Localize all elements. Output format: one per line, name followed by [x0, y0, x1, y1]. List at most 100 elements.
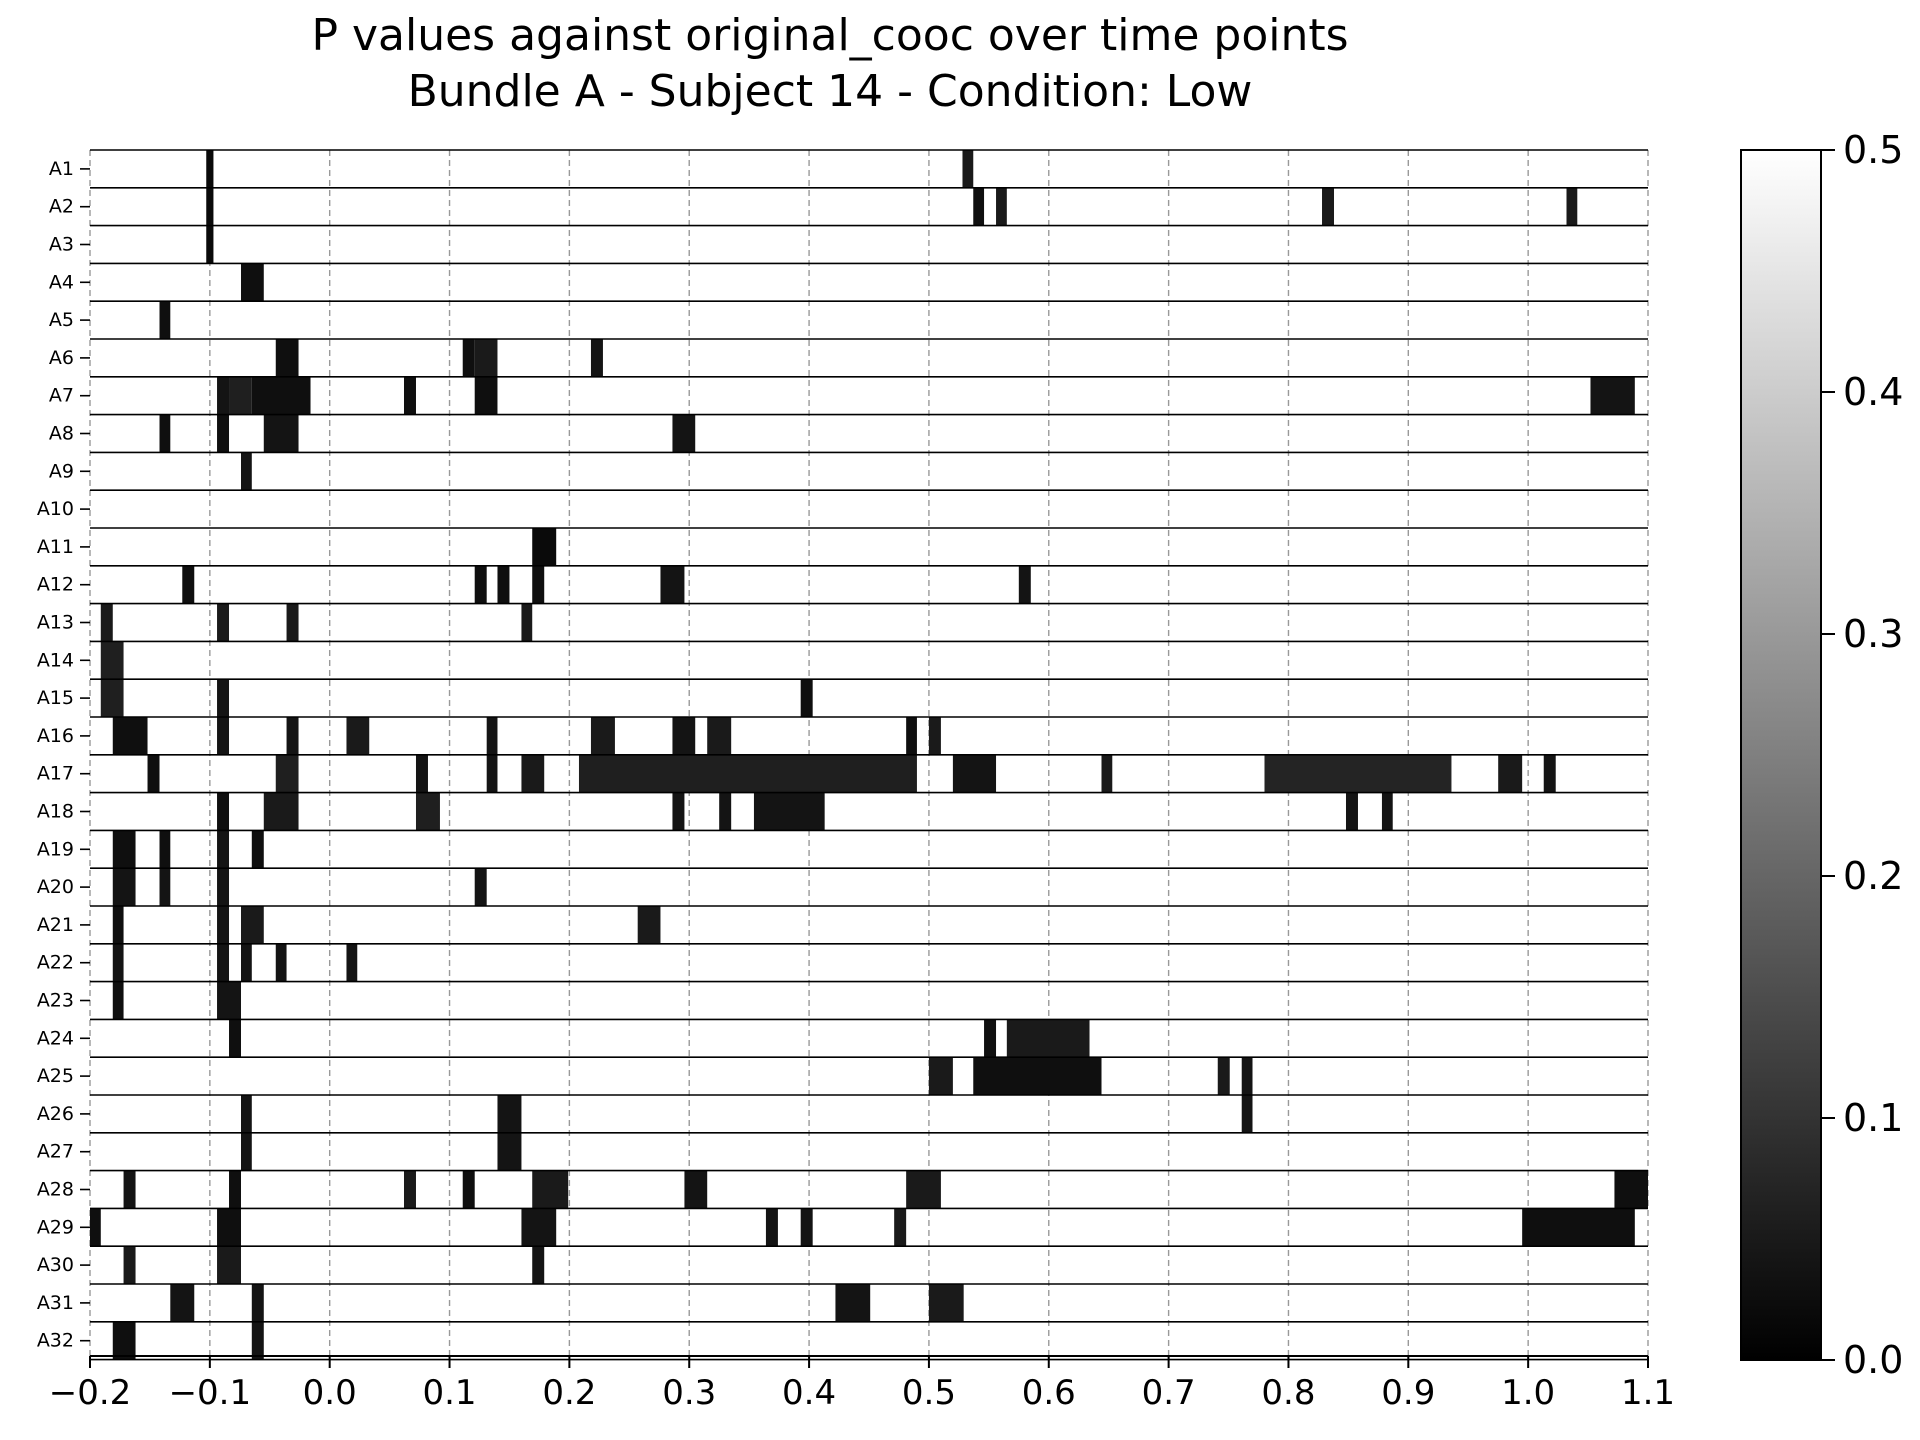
- heatmap-row: A26: [37, 1094, 1648, 1133]
- heatmap-cell: [123, 1170, 136, 1209]
- heatmap-row: A5: [49, 300, 1648, 339]
- heatmap-cell: [973, 187, 985, 226]
- heatmap-cell: [241, 263, 264, 302]
- heatmap-cell: [206, 150, 214, 188]
- heatmap-row: A32: [37, 1321, 1648, 1360]
- heatmap-cell: [1006, 1019, 1090, 1058]
- heatmap-cell: [251, 830, 264, 869]
- colorbar-tick-label: 0.4: [1843, 370, 1903, 414]
- x-tick-label: 0.2: [542, 1373, 596, 1413]
- row-label: A25: [37, 1065, 74, 1087]
- x-tick-label: 0.6: [1022, 1373, 1076, 1413]
- heatmap-cell: [1498, 754, 1523, 793]
- heatmap-cell: [928, 1284, 964, 1322]
- heatmap-cell: [100, 641, 124, 680]
- heatmap-cell: [346, 943, 358, 982]
- heatmap-row: A7: [49, 375, 1648, 415]
- heatmap-cell: [241, 906, 264, 944]
- heatmap-row: A28: [37, 1169, 1648, 1209]
- heatmap-row: A31: [37, 1283, 1648, 1322]
- chart-title: P values against original_cooc over time…: [311, 10, 1349, 61]
- heatmap-cell: [684, 1170, 708, 1209]
- heatmap-cell: [532, 1246, 545, 1284]
- heatmap-cell: [217, 792, 230, 831]
- heatmap-cell: [672, 717, 696, 755]
- row-label: A27: [37, 1141, 74, 1163]
- heatmap-cell: [415, 754, 428, 793]
- heatmap-cell: [672, 792, 685, 831]
- heatmap-cell: [286, 717, 299, 755]
- colorbar-tick-label: 0.3: [1843, 612, 1903, 656]
- heatmap-cell: [672, 414, 696, 453]
- heatmap-cell: [532, 1170, 569, 1209]
- row-label: A26: [37, 1103, 74, 1125]
- heatmap-cell: [241, 1132, 252, 1171]
- heatmap-cell: [521, 1208, 557, 1247]
- colorbar-tick-label: 0.0: [1843, 1338, 1903, 1382]
- colorbar-gradient: [1740, 149, 1822, 1361]
- heatmap-row: A1: [49, 149, 1648, 188]
- heatmap-cell: [532, 565, 545, 604]
- heatmap-cell: [206, 225, 214, 264]
- x-tick-label: 0.5: [902, 1373, 956, 1413]
- heatmap-row: A13: [37, 602, 1648, 642]
- heatmap-row: A17: [37, 753, 1648, 793]
- heatmap-cell: [217, 414, 230, 453]
- heatmap-cell: [206, 187, 214, 226]
- heatmap-cell: [263, 792, 299, 831]
- heatmap-row: A9: [49, 451, 1648, 491]
- heatmap-cell: [90, 1208, 101, 1247]
- row-label: A21: [37, 914, 74, 936]
- heatmap-cell: [346, 717, 370, 755]
- heatmap-row: A19: [37, 829, 1648, 869]
- colorbar-tick-label: 0.1: [1843, 1096, 1903, 1140]
- heatmap-cell: [251, 376, 311, 415]
- heatmap-cell: [928, 1057, 953, 1095]
- row-label: A17: [37, 763, 74, 785]
- heatmap-cell: [217, 943, 230, 982]
- heatmap-row: A18: [37, 791, 1648, 831]
- heatmap-cell: [251, 1321, 264, 1360]
- heatmap-cell: [403, 376, 416, 415]
- heatmap-cell: [590, 717, 615, 755]
- heatmap-row: A11: [37, 527, 1648, 566]
- heatmap-cell: [1264, 754, 1452, 793]
- heatmap-cell: [1614, 1170, 1648, 1209]
- x-tick-label: −0.1: [169, 1373, 252, 1413]
- chart-subtitle: Bundle A - Subject 14 - Condition: Low: [407, 66, 1253, 117]
- heatmap-cell: [973, 1057, 1102, 1095]
- heatmap-cell: [1566, 187, 1578, 226]
- row-label: A3: [49, 234, 74, 256]
- row-label: A31: [37, 1292, 74, 1314]
- heatmap-cell: [497, 565, 510, 604]
- heatmap-cell: [474, 565, 487, 604]
- heatmap-cell: [217, 830, 230, 869]
- heatmap-cell: [100, 603, 113, 642]
- row-label: A8: [49, 423, 74, 445]
- heatmap-row: A16: [37, 716, 1648, 755]
- x-tick-label: −0.2: [49, 1373, 132, 1413]
- heatmap-row: A2: [49, 187, 1648, 226]
- x-tick-label: 0.9: [1381, 1373, 1435, 1413]
- heatmap-cell: [263, 414, 299, 453]
- heatmap-cell: [112, 830, 136, 869]
- heatmap-cell: [100, 679, 124, 717]
- heatmap-cell: [123, 1246, 136, 1284]
- heatmap-cell: [474, 339, 498, 377]
- heatmap-cell: [474, 868, 487, 906]
- heatmap-row: A29: [37, 1207, 1648, 1247]
- row-label: A11: [37, 536, 74, 558]
- colorbar: 0.0 0.1 0.2 0.3 0.4 0.5: [1740, 128, 1903, 1382]
- heatmap-cell: [637, 906, 661, 944]
- heatmap-row: A6: [49, 338, 1648, 377]
- heatmap-cell: [462, 339, 475, 377]
- heatmap-row: A3: [49, 224, 1648, 264]
- heatmap-cell: [182, 565, 195, 604]
- row-label: A20: [37, 876, 74, 898]
- heatmap-cell: [112, 981, 124, 1020]
- x-tick-label: 0.8: [1261, 1373, 1315, 1413]
- heatmap-row: A15: [37, 678, 1648, 717]
- heatmap-cell: [800, 1208, 813, 1247]
- row-label: A13: [37, 612, 74, 634]
